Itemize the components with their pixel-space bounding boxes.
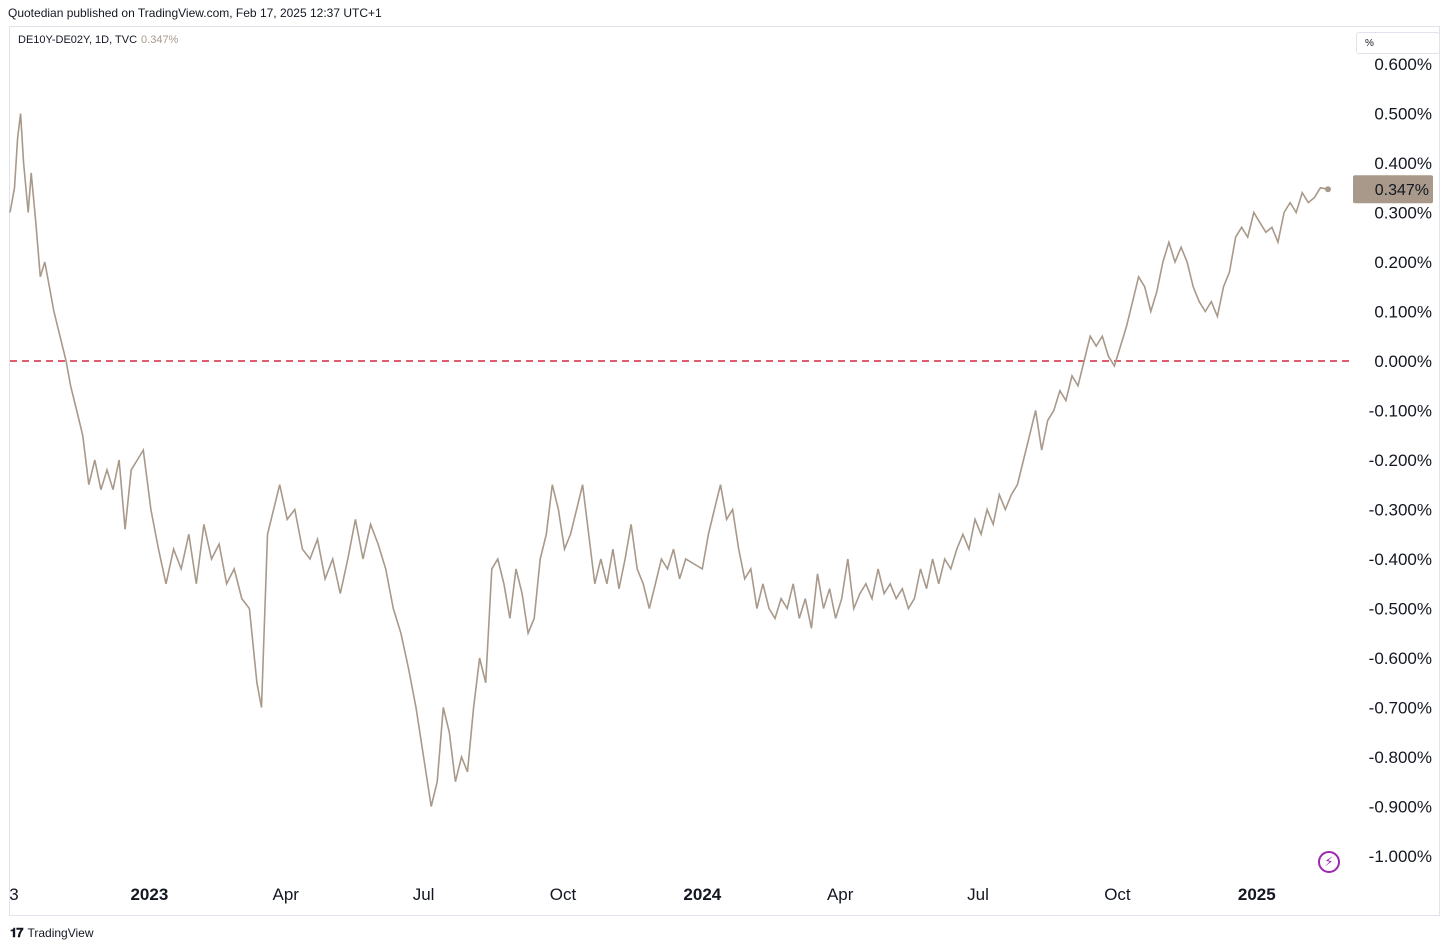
footer: 𝟏𝟕 TradingView xyxy=(10,925,94,941)
y-tick-label: -0.900% xyxy=(1369,798,1432,817)
x-tick-label: 3 xyxy=(9,885,18,904)
x-tick-label: Jul xyxy=(413,885,435,904)
y-tick-label: 0.000% xyxy=(1374,352,1432,371)
lightning-icon[interactable]: ⚡ xyxy=(1318,851,1340,873)
x-tick-label: 2024 xyxy=(683,885,721,904)
x-tick-label: Jul xyxy=(967,885,989,904)
last-point-marker xyxy=(1325,186,1331,193)
last-value-badge: 0.347% xyxy=(1375,182,1429,199)
y-tick-label: -0.400% xyxy=(1369,550,1432,569)
unit-selector[interactable]: % xyxy=(1356,32,1440,54)
y-axis: 0.600% 0.500% 0.400% 0.300% 0.200% 0.100% 0.00… xyxy=(1369,55,1432,866)
last-value-badge-bg xyxy=(1353,175,1433,204)
y-tick-label: -1.000% xyxy=(1369,847,1432,866)
publisher-header: Quotedian published on TradingView.com, … xyxy=(8,6,382,20)
y-tick-label: -0.700% xyxy=(1369,699,1432,718)
series-line xyxy=(9,113,1329,807)
y-tick-label: -0.200% xyxy=(1369,451,1432,470)
y-tick-label: 0.500% xyxy=(1374,105,1432,124)
y-tick-label: 0.200% xyxy=(1374,253,1432,272)
x-tick-label: Oct xyxy=(550,885,577,904)
x-tick-label: 2023 xyxy=(130,885,168,904)
chart-legend: DE10Y-DE02Y, 1D, TVC 0.347% xyxy=(18,34,178,46)
tradingview-logo-icon: 𝟏𝟕 xyxy=(10,925,24,940)
x-tick-label: 2025 xyxy=(1238,885,1276,904)
footer-logo-text: TradingView xyxy=(27,926,94,940)
y-tick-label: 0.600% xyxy=(1374,55,1432,74)
legend-value: 0.347% xyxy=(141,34,179,46)
y-tick-label: 0.100% xyxy=(1374,303,1432,322)
y-tick-label: -0.500% xyxy=(1369,600,1432,619)
chart-frame xyxy=(9,26,1440,916)
y-tick-label: -0.100% xyxy=(1369,402,1432,421)
y-tick-label: 0.300% xyxy=(1374,204,1432,223)
x-tick-label: Apr xyxy=(827,885,854,904)
x-axis: 3 2023 Apr Jul Oct 2024 Apr Jul Oct 2025 xyxy=(9,885,1275,904)
y-tick-label: -0.800% xyxy=(1369,748,1432,767)
y-tick-label: 0.400% xyxy=(1374,154,1432,173)
y-tick-label: -0.300% xyxy=(1369,501,1432,520)
x-tick-label: Apr xyxy=(272,885,299,904)
legend-symbol: DE10Y-DE02Y, 1D, TVC xyxy=(18,34,138,46)
y-tick-label: -0.600% xyxy=(1369,649,1432,668)
x-tick-label: Oct xyxy=(1104,885,1131,904)
